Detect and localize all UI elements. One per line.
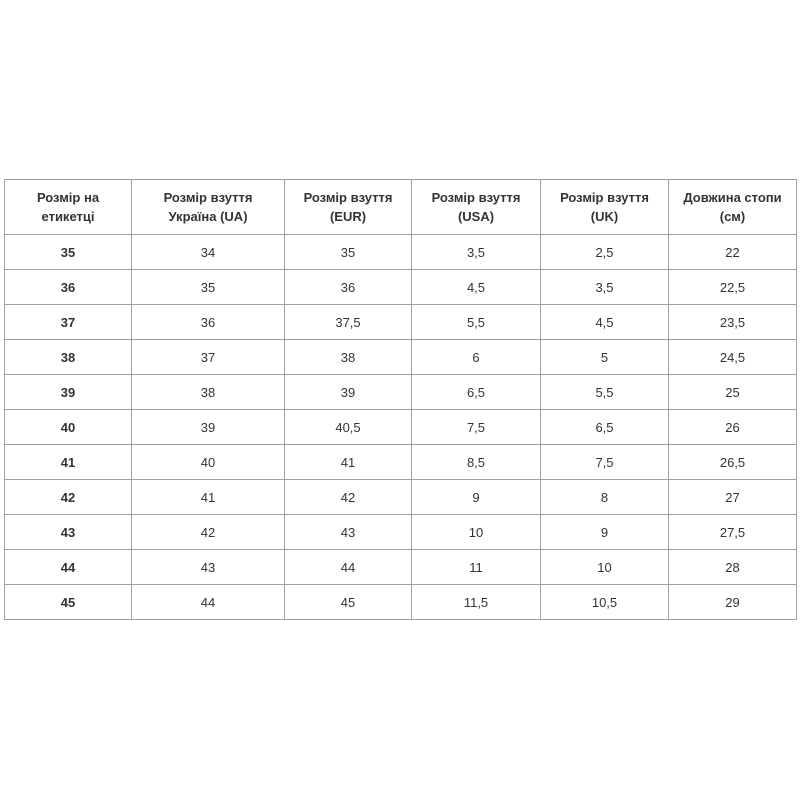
table-cell: 37 bbox=[131, 339, 285, 375]
table-cell: 40 bbox=[4, 409, 132, 445]
table-cell: 36 bbox=[4, 269, 132, 305]
header-text: Розмір на етикетці bbox=[36, 190, 100, 224]
table-row: 42 41 42 9 8 27 bbox=[4, 479, 797, 515]
table-cell: 22,5 bbox=[668, 269, 797, 305]
table-cell: 44 bbox=[131, 584, 285, 620]
table-cell: 4,5 bbox=[411, 269, 541, 305]
table-cell: 35 bbox=[131, 269, 285, 305]
table-row: 44 43 44 11 10 28 bbox=[4, 549, 797, 585]
table-row: 35 34 35 3,5 2,5 22 bbox=[4, 234, 797, 270]
header-cell: Розмір взуття (EUR) bbox=[284, 179, 412, 235]
table-row: 45 44 45 11,5 10,5 29 bbox=[4, 584, 797, 620]
header-cell: Розмір взуття Україна (UA) bbox=[131, 179, 285, 235]
table-cell: 39 bbox=[284, 374, 412, 410]
table-cell: 38 bbox=[131, 374, 285, 410]
table-cell: 42 bbox=[131, 514, 285, 550]
table-cell: 41 bbox=[4, 444, 132, 480]
table-cell: 6,5 bbox=[411, 374, 541, 410]
table-cell: 10,5 bbox=[540, 584, 669, 620]
table-body: 35 34 35 3,5 2,5 22 36 35 36 4,5 3,5 22,5 37 36 37,5 5,… bbox=[4, 234, 797, 620]
table-cell: 41 bbox=[284, 444, 412, 480]
header-cell: Розмір взуття (UK) bbox=[540, 179, 669, 235]
header-cell: Розмір на етикетці bbox=[4, 179, 132, 235]
table-cell: 38 bbox=[4, 339, 132, 375]
table-cell: 3,5 bbox=[411, 234, 541, 270]
table-cell: 10 bbox=[411, 514, 541, 550]
table-cell: 38 bbox=[284, 339, 412, 375]
table-cell: 27,5 bbox=[668, 514, 797, 550]
table-cell: 3,5 bbox=[540, 269, 669, 305]
table-cell: 5,5 bbox=[411, 304, 541, 340]
table-cell: 8,5 bbox=[411, 444, 541, 480]
table-cell: 6 bbox=[411, 339, 541, 375]
table-cell: 35 bbox=[284, 234, 412, 270]
header-cell: Розмір взуття (USA) bbox=[411, 179, 541, 235]
header-row: Розмір на етикетці Розмір взуття Україна … bbox=[4, 179, 797, 235]
table-cell: 39 bbox=[131, 409, 285, 445]
table-row: 37 36 37,5 5,5 4,5 23,5 bbox=[4, 304, 797, 340]
table-cell: 36 bbox=[131, 304, 285, 340]
table-cell: 43 bbox=[284, 514, 412, 550]
table-cell: 23,5 bbox=[668, 304, 797, 340]
table-row: 40 39 40,5 7,5 6,5 26 bbox=[4, 409, 797, 445]
header-text: Довжина стопи (см) bbox=[683, 190, 782, 224]
table-cell: 10 bbox=[540, 549, 669, 585]
table-cell: 40 bbox=[131, 444, 285, 480]
table-cell: 27 bbox=[668, 479, 797, 515]
table-cell: 11 bbox=[411, 549, 541, 585]
table-cell: 43 bbox=[131, 549, 285, 585]
table-row: 43 42 43 10 9 27,5 bbox=[4, 514, 797, 550]
table-cell: 34 bbox=[131, 234, 285, 270]
table-cell: 7,5 bbox=[411, 409, 541, 445]
header-text: Розмір взуття (EUR) bbox=[303, 190, 393, 224]
header-cell: Довжина стопи (см) bbox=[668, 179, 797, 235]
table-cell: 4,5 bbox=[540, 304, 669, 340]
table-cell: 43 bbox=[4, 514, 132, 550]
table-cell: 26 bbox=[668, 409, 797, 445]
table-row: 36 35 36 4,5 3,5 22,5 bbox=[4, 269, 797, 305]
header-text: Розмір взуття (UK) bbox=[560, 190, 649, 224]
table-cell: 45 bbox=[4, 584, 132, 620]
table-cell: 8 bbox=[540, 479, 669, 515]
table-cell: 2,5 bbox=[540, 234, 669, 270]
table-cell: 22 bbox=[668, 234, 797, 270]
table-cell: 25 bbox=[668, 374, 797, 410]
table-cell: 35 bbox=[4, 234, 132, 270]
table-cell: 42 bbox=[4, 479, 132, 515]
header-text: Розмір взуття Україна (UA) bbox=[163, 190, 253, 224]
table-cell: 42 bbox=[284, 479, 412, 515]
table-cell: 7,5 bbox=[540, 444, 669, 480]
size-table: Розмір на етикетці Розмір взуття Україна … bbox=[4, 179, 797, 620]
table-cell: 29 bbox=[668, 584, 797, 620]
table-row: 39 38 39 6,5 5,5 25 bbox=[4, 374, 797, 410]
table-cell: 37,5 bbox=[284, 304, 412, 340]
table-cell: 45 bbox=[284, 584, 412, 620]
table-cell: 6,5 bbox=[540, 409, 669, 445]
table-cell: 9 bbox=[540, 514, 669, 550]
table-cell: 9 bbox=[411, 479, 541, 515]
table-cell: 37 bbox=[4, 304, 132, 340]
table-cell: 24,5 bbox=[668, 339, 797, 375]
table-cell: 5,5 bbox=[540, 374, 669, 410]
table-cell: 44 bbox=[284, 549, 412, 585]
table-cell: 40,5 bbox=[284, 409, 412, 445]
table-cell: 39 bbox=[4, 374, 132, 410]
table-cell: 5 bbox=[540, 339, 669, 375]
table-cell: 36 bbox=[284, 269, 412, 305]
table-cell: 11,5 bbox=[411, 584, 541, 620]
table-row: 41 40 41 8,5 7,5 26,5 bbox=[4, 444, 797, 480]
table-cell: 41 bbox=[131, 479, 285, 515]
table-cell: 28 bbox=[668, 549, 797, 585]
table-cell: 44 bbox=[4, 549, 132, 585]
table-row: 38 37 38 6 5 24,5 bbox=[4, 339, 797, 375]
table-cell: 26,5 bbox=[668, 444, 797, 480]
header-text: Розмір взуття (USA) bbox=[431, 190, 521, 224]
